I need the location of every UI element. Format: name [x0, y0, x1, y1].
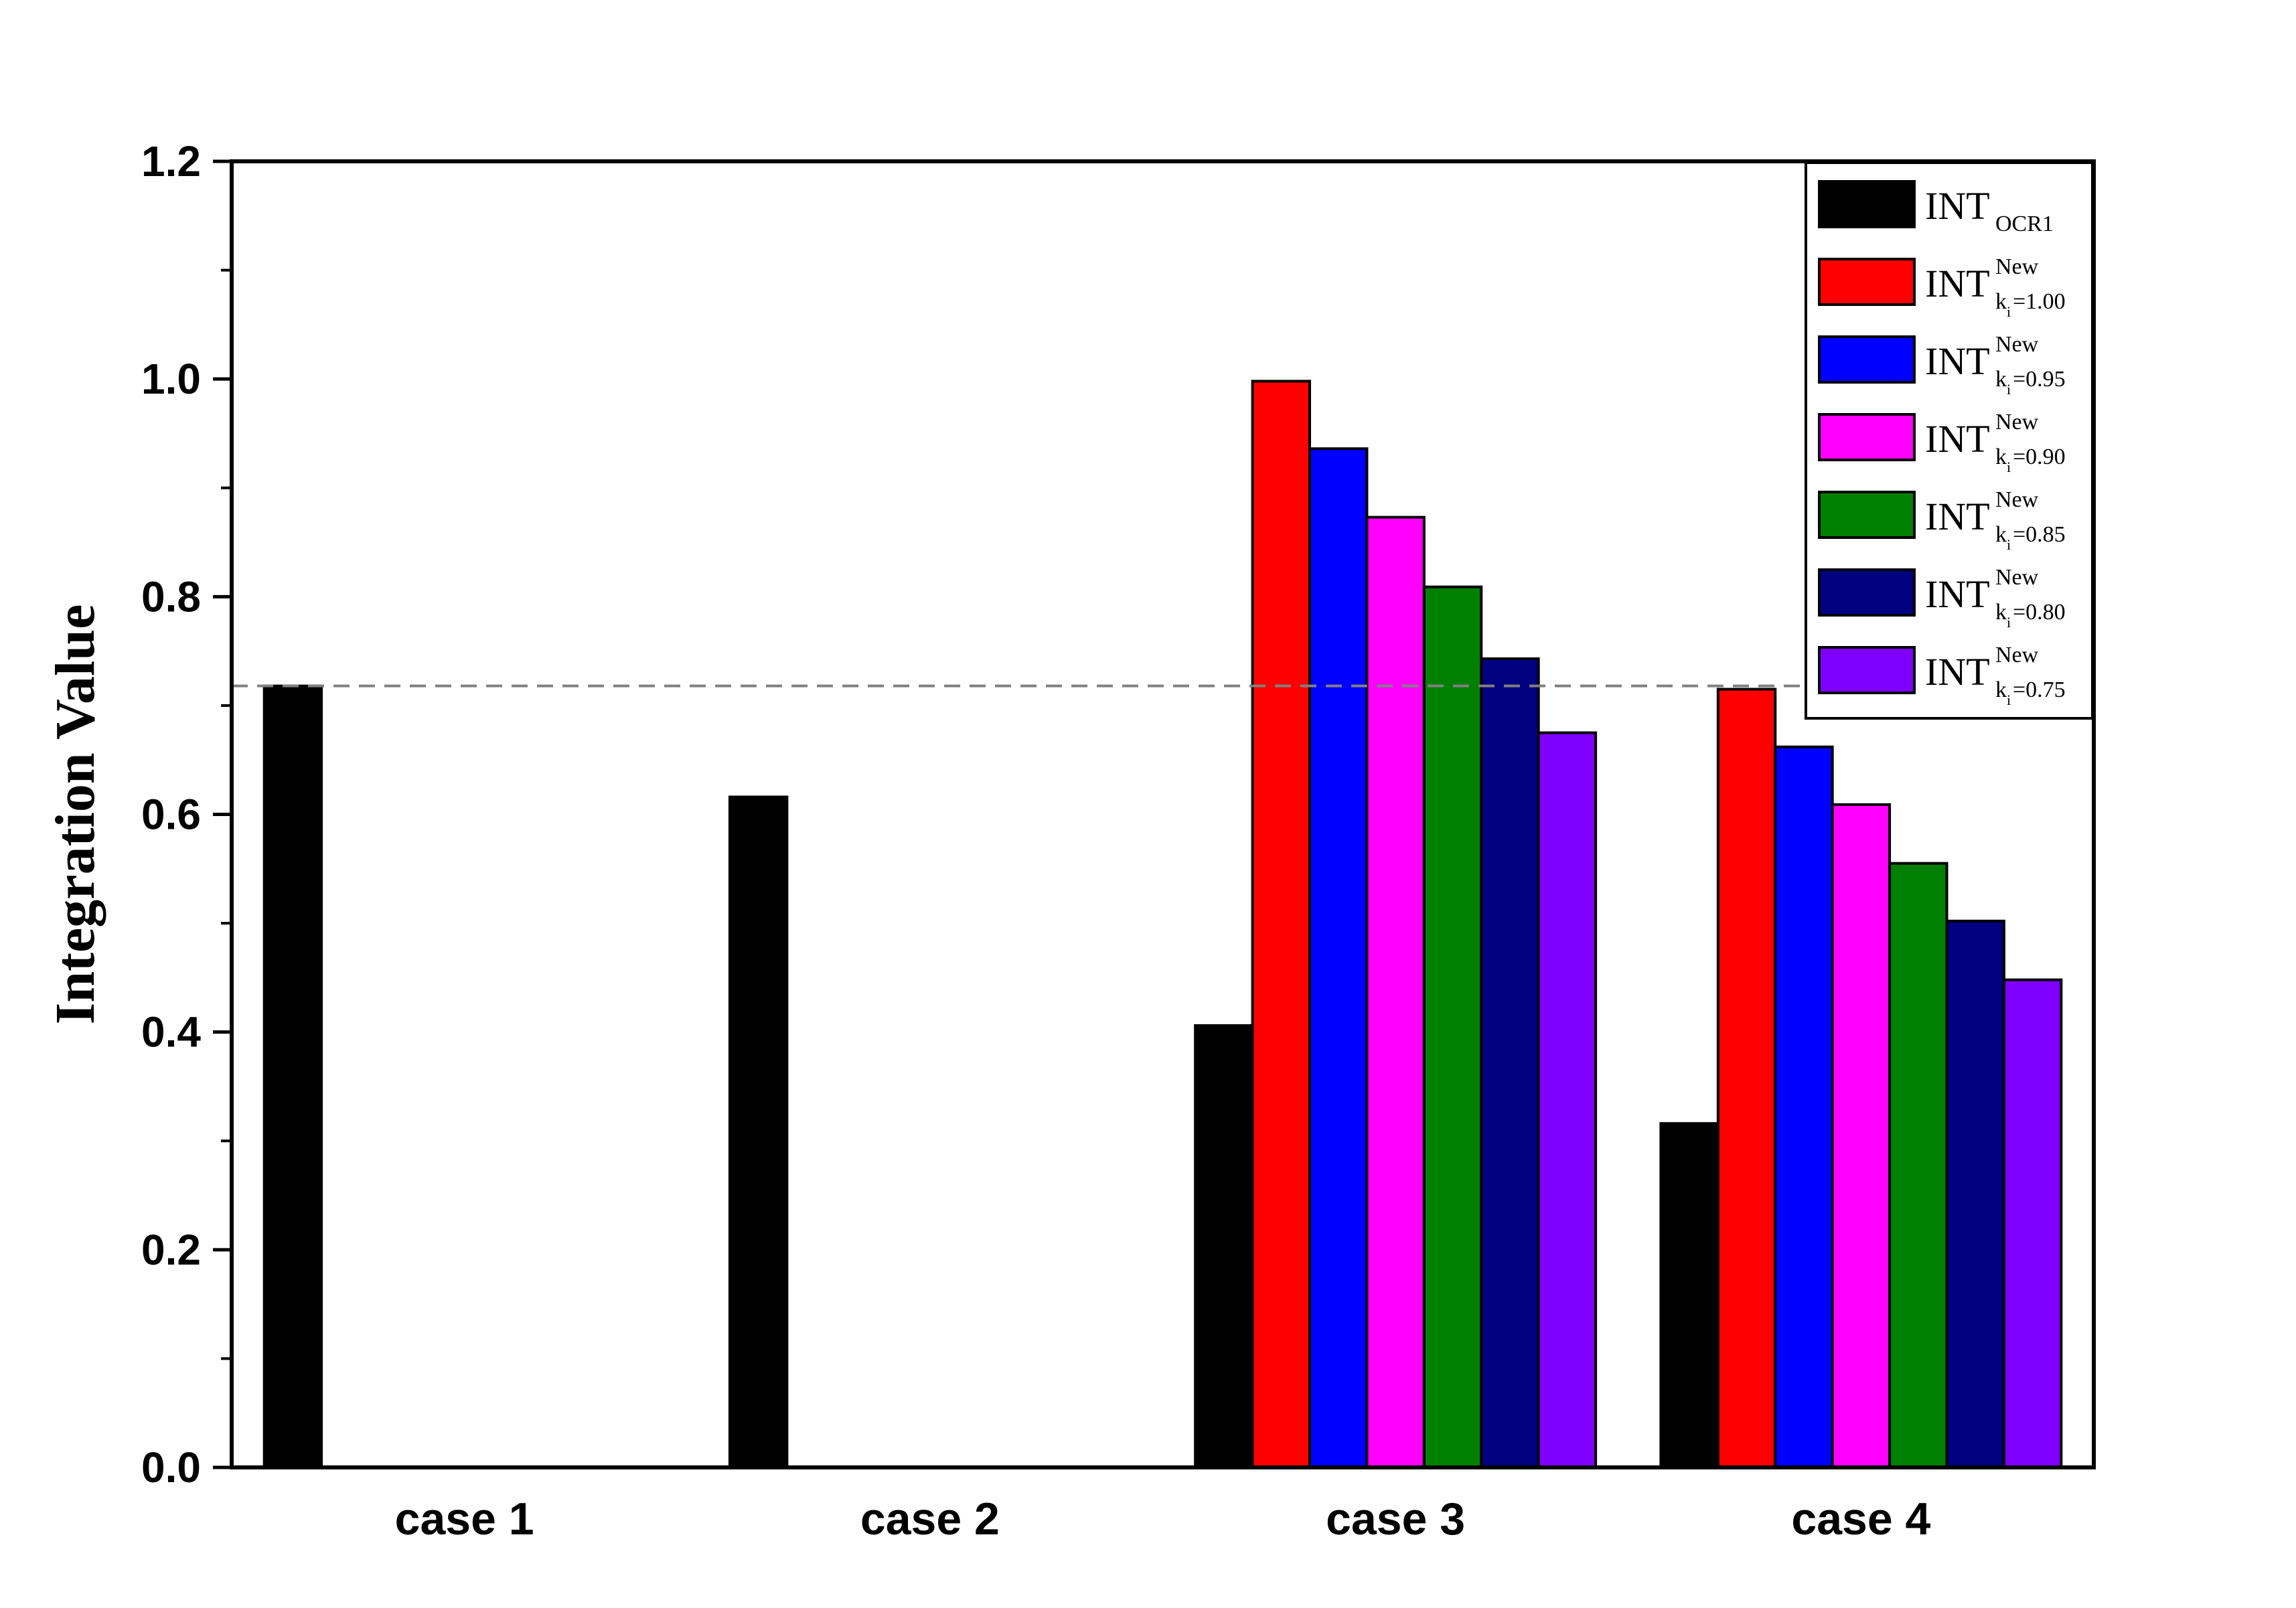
legend-swatch — [1818, 413, 1916, 461]
y-axis-ticks: 0.0 0.2 0.4 0.6 0.8 1.0 1.2 — [141, 137, 232, 1492]
bar-3-6 — [2002, 978, 2063, 1469]
legend-label-sup: New — [1995, 332, 2039, 357]
legend-label-sub-value: =0.85 — [2013, 522, 2066, 547]
legend-swatch — [1818, 180, 1916, 228]
legend-label-base: INT — [1925, 417, 1990, 461]
legend-label-sub: k — [1995, 677, 2007, 702]
bar-3-5 — [1945, 919, 2005, 1469]
bar-1-0 — [728, 795, 789, 1469]
bars-group — [262, 380, 2063, 1469]
bar-2-4 — [1422, 585, 1483, 1469]
legend-label-base: INT — [1925, 339, 1990, 383]
legend-label-sub-value: =1.00 — [2013, 289, 2066, 314]
x-category-label: case 1 — [395, 1494, 534, 1544]
y-tick-label: 0.4 — [141, 1008, 201, 1056]
x-category-label: case 4 — [1791, 1494, 1930, 1544]
legend-label-base: INT — [1925, 262, 1990, 305]
legend-label-sup: New — [1995, 254, 2039, 279]
legend-swatch — [1818, 646, 1916, 694]
legend-label-sub-index: i — [2007, 614, 2011, 631]
legend-label-base: INT — [1925, 650, 1990, 694]
legend-label-sup: New — [1995, 410, 2039, 434]
legend-swatch — [1818, 568, 1916, 617]
y-axis-title: Integration Value — [44, 605, 106, 1025]
bar-2-0 — [1194, 1024, 1254, 1469]
legend-label-sub: k — [1995, 289, 2007, 314]
bar-3-2 — [1774, 745, 1834, 1469]
bar-3-1 — [1716, 688, 1777, 1469]
y-tick-label: 0.0 — [141, 1443, 201, 1492]
x-axis-category-labels: case 1 case 2 case 3 case 4 — [395, 1494, 1931, 1544]
legend-label-sup: New — [1995, 643, 2039, 667]
x-category-label: case 3 — [1326, 1494, 1465, 1544]
bar-2-3 — [1365, 515, 1426, 1469]
legend-label-base: INT — [1925, 495, 1990, 538]
legend-label-sub-value: =0.95 — [2013, 367, 2066, 392]
legend-label-sub-index: i — [2007, 459, 2011, 475]
bar-2-6 — [1537, 731, 1598, 1469]
bar-2-1 — [1251, 380, 1312, 1469]
legend-label-sub-value: =0.75 — [2013, 677, 2066, 702]
legend-label-sub: k — [1995, 600, 2007, 625]
bar-2-5 — [1480, 657, 1540, 1469]
legend-swatch — [1818, 258, 1916, 306]
legend-label-sub-index: i — [2007, 692, 2011, 708]
legend-swatch — [1818, 335, 1916, 384]
legend-label-base: INT — [1925, 572, 1990, 616]
bar-3-0 — [1659, 1122, 1719, 1469]
legend-label-sub: k — [1995, 367, 2007, 392]
legend-label-base: INT — [1925, 184, 1990, 228]
x-category-label: case 2 — [860, 1494, 1000, 1544]
y-tick-label: 0.6 — [141, 791, 201, 839]
legend-swatch — [1818, 491, 1916, 539]
y-tick-label: 1.0 — [141, 355, 201, 403]
bar-3-4 — [1888, 862, 1948, 1469]
bar-2-2 — [1308, 447, 1369, 1469]
legend-label-sub-index: i — [2007, 303, 2011, 320]
legend-label-sub-value: =0.80 — [2013, 600, 2066, 625]
legend-label-sub: k — [1995, 445, 2007, 469]
y-tick-label: 0.2 — [141, 1226, 201, 1274]
bar-3-3 — [1831, 803, 1892, 1469]
legend-label-sub-value: =0.90 — [2013, 445, 2066, 469]
legend-label-sub-index: i — [2007, 381, 2011, 398]
legend-label-sub-index: i — [2007, 536, 2011, 553]
legend-label-sup: New — [1995, 487, 2039, 512]
legend-label-sup: New — [1995, 565, 2039, 590]
y-tick-label: 0.8 — [141, 572, 201, 621]
y-tick-label: 1.2 — [141, 137, 201, 185]
bar-0-0 — [262, 684, 323, 1469]
legend-label-sub: OCR1 — [1995, 212, 2054, 236]
legend-label-sub: k — [1995, 522, 2007, 547]
